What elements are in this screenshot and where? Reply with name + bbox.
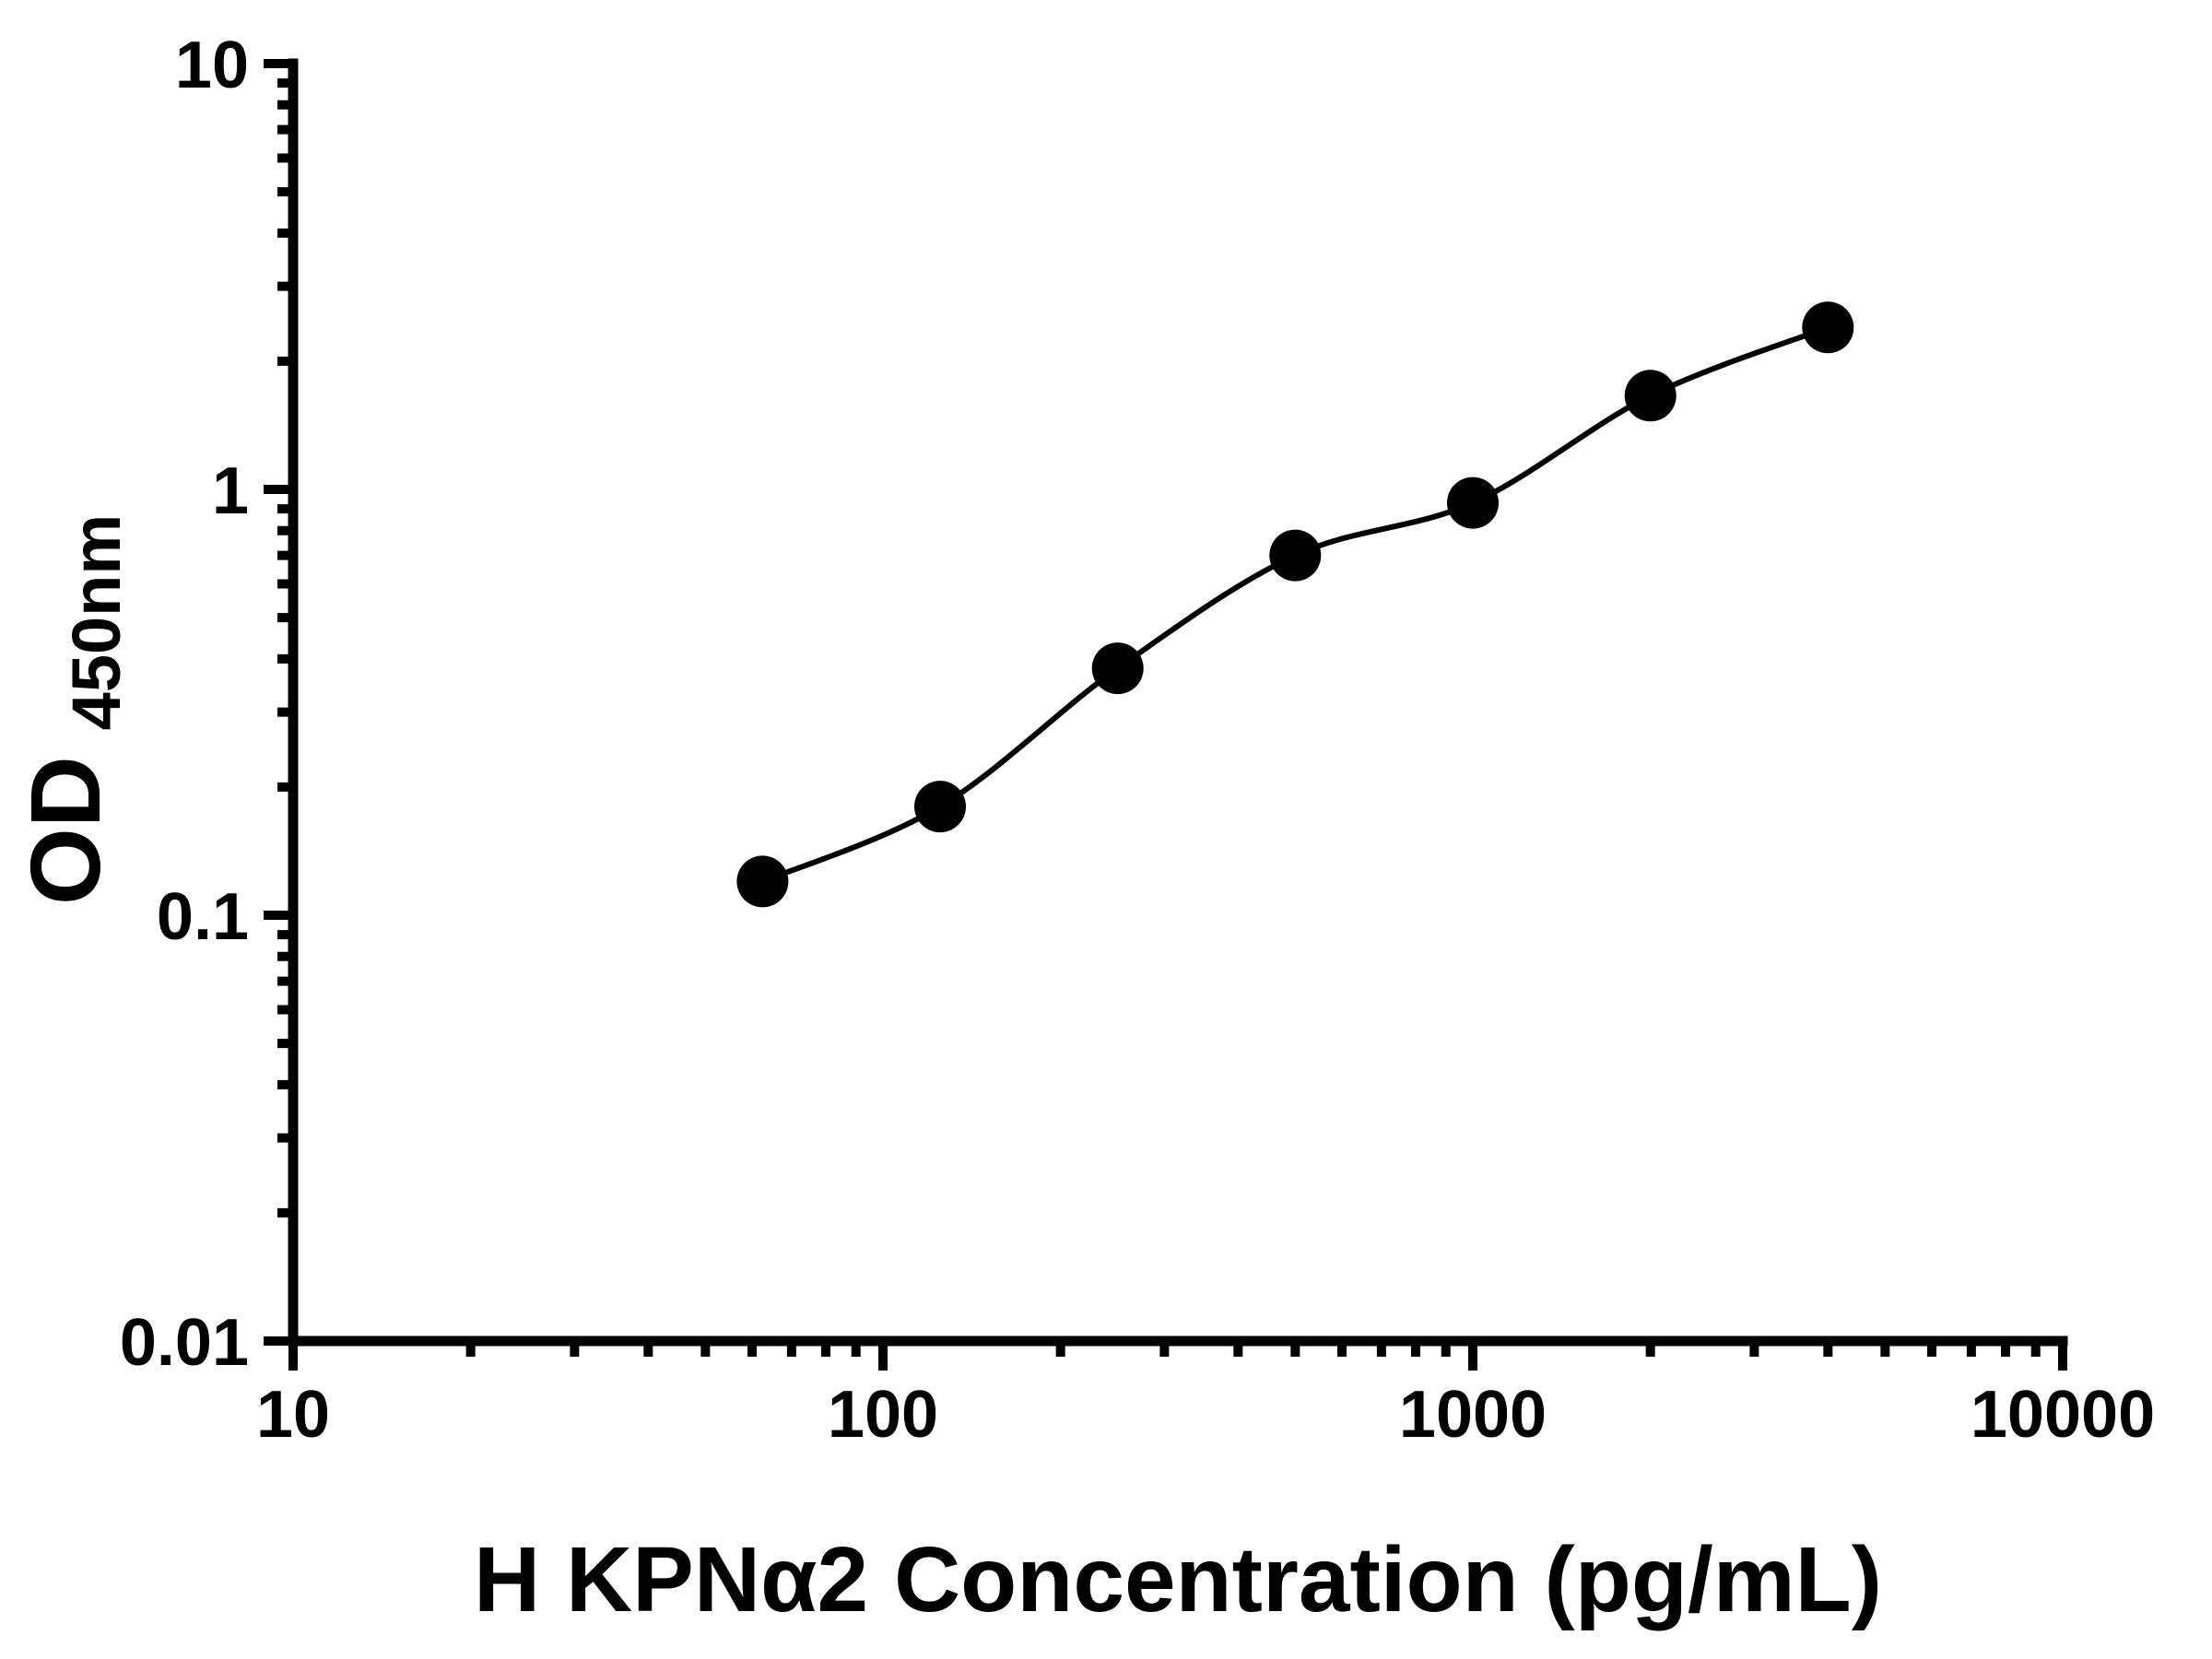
plot-area: 10 100 1000 10000 0.01 0.1 1 10	[120, 29, 2155, 1452]
data-point	[1624, 370, 1677, 422]
x-axis-title: H KPNα2 Concentration (pg/mL)	[474, 1528, 1882, 1631]
y-tick-label: 10	[175, 29, 249, 102]
data-point	[914, 781, 966, 833]
x-tick-label: 100	[828, 1378, 938, 1452]
data-point	[1802, 301, 1854, 354]
data-point	[736, 855, 789, 908]
y-axis-title-sub: 450nm	[58, 514, 135, 730]
y-axis-title: OD 450nm	[9, 514, 135, 905]
data-point	[1091, 642, 1144, 695]
y-axis-title-main: OD	[9, 756, 121, 905]
y-tick-label: 0.01	[120, 1306, 249, 1380]
y-tick-label: 0.1	[157, 880, 249, 954]
data-point	[1447, 477, 1499, 529]
x-tick-label: 10	[256, 1378, 330, 1452]
x-tick-label: 10000	[1971, 1378, 2155, 1452]
data-point	[1269, 529, 1322, 582]
x-tick-label: 1000	[1399, 1378, 1547, 1452]
y-tick-label: 1	[212, 454, 249, 528]
axis-lines	[288, 58, 2068, 1347]
